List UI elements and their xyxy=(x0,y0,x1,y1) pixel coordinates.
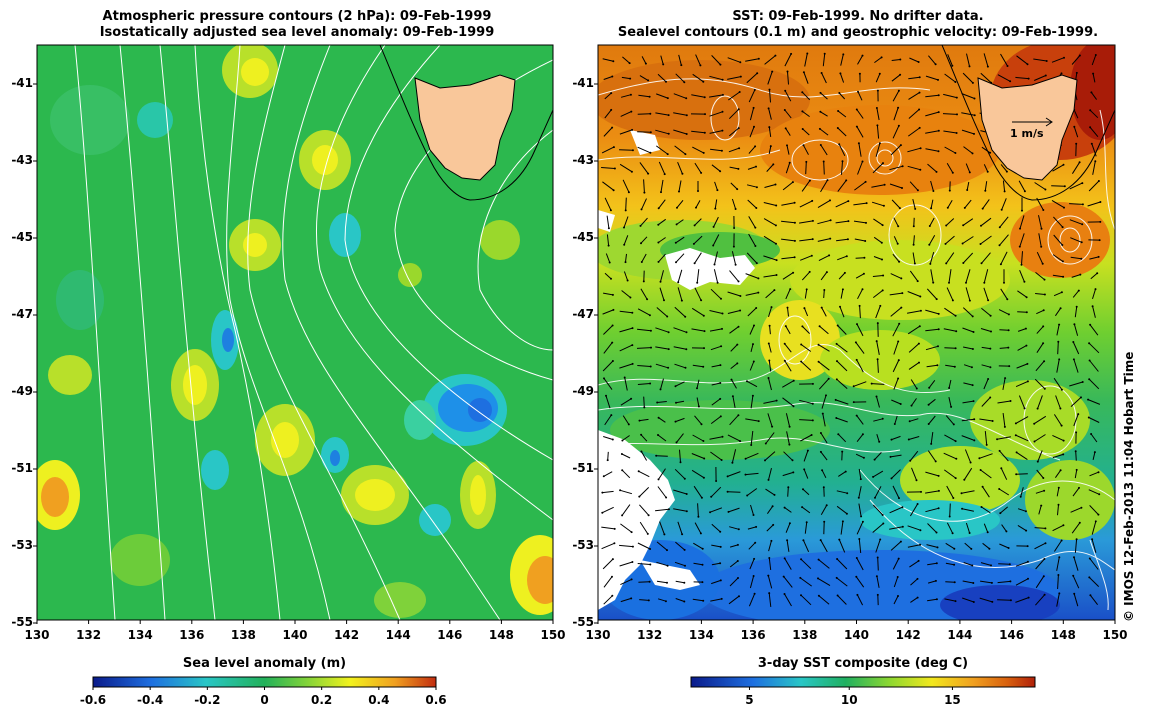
right-x-tick-label: 146 xyxy=(999,628,1025,642)
sst-colorbar-label: 3-day SST composite (deg C) xyxy=(757,656,969,671)
credit-text: © IMOS 12-Feb-2013 11:04 Hobart Time xyxy=(1122,351,1136,622)
left-map xyxy=(37,45,553,620)
left-y-tick-label: -45 xyxy=(11,230,33,244)
right-y-tick-label: -41 xyxy=(572,76,594,90)
right-x-tick-label: 148 xyxy=(1050,628,1076,642)
colorbar-tick-label: 0 xyxy=(260,693,269,707)
left-x-tick-label: 138 xyxy=(230,628,256,642)
sst-colorbar xyxy=(690,676,1036,688)
right-y-tick-label: -51 xyxy=(572,461,594,475)
colorbar-tick-label: -0.6 xyxy=(79,693,107,707)
sla-colorbar xyxy=(92,676,437,688)
velocity-scale-arrow xyxy=(1012,117,1053,127)
colorbar-tick-label: 0.6 xyxy=(425,693,447,707)
left-x-tick-label: 148 xyxy=(488,628,514,642)
left-x-tick-label: 136 xyxy=(179,628,205,642)
right-x-tick-label: 142 xyxy=(895,628,921,642)
colorbar-tick-label: 10 xyxy=(840,693,858,707)
velocity-arrows xyxy=(601,52,1102,607)
right-y-tick-label: -43 xyxy=(572,153,594,167)
right-title-line2: Sealevel contours (0.1 m) and geostrophi… xyxy=(617,25,1099,40)
cloud-mask xyxy=(598,130,755,610)
left-x-tick-label: 132 xyxy=(76,628,102,642)
left-x-tick-label: 130 xyxy=(24,628,50,642)
right-y-tick-label: -47 xyxy=(572,307,594,321)
colorbar-tick-label: -0.2 xyxy=(194,693,221,707)
colorbar-tick-label: -0.4 xyxy=(137,693,164,707)
left-x-tick-label: 144 xyxy=(385,628,411,642)
right-x-tick-label: 136 xyxy=(740,628,766,642)
right-x-tick-label: 132 xyxy=(637,628,663,642)
colorbar-tick-label: 5 xyxy=(745,693,754,707)
colorbar-tick-label: 15 xyxy=(944,693,961,707)
left-x-tick-label: 150 xyxy=(540,628,566,642)
left-x-tick-label: 142 xyxy=(334,628,360,642)
left-y-tick-label: -41 xyxy=(11,76,33,90)
right-x-tick-label: 138 xyxy=(792,628,818,642)
left-x-tick-label: 134 xyxy=(127,628,153,642)
left-y-tick-label: -49 xyxy=(11,384,33,398)
tasmania-right xyxy=(941,45,1115,201)
left-title-line1: Atmospheric pressure contours (2 hPa): 0… xyxy=(102,9,492,24)
left-x-tick-label: 140 xyxy=(282,628,308,642)
sla-anomaly-blobs xyxy=(37,45,553,618)
sealevel-contours xyxy=(598,78,1115,611)
right-x-tick-label: 144 xyxy=(947,628,973,642)
right-y-tick-label: -49 xyxy=(572,384,594,398)
right-x-tick-label: 134 xyxy=(688,628,714,642)
right-x-tick-label: 140 xyxy=(843,628,870,642)
colorbar-tick-label: 0.4 xyxy=(368,693,390,707)
colorbar-tick-label: 0.2 xyxy=(311,693,333,707)
tasmania-left xyxy=(379,45,553,201)
right-title-line1: SST: 09-Feb-1999. No drifter data. xyxy=(732,9,984,24)
tick-marks xyxy=(33,83,1116,690)
left-y-tick-label: -51 xyxy=(11,461,33,475)
right-y-tick-label: -45 xyxy=(572,230,594,244)
left-y-tick-label: -43 xyxy=(11,153,33,167)
right-map: 1 m/s xyxy=(598,45,1115,620)
left-x-tick-label: 146 xyxy=(437,628,463,642)
left-y-tick-label: -55 xyxy=(11,615,33,629)
left-y-tick-label: -47 xyxy=(11,307,33,321)
right-y-tick-label: -53 xyxy=(572,538,594,552)
pressure-contours xyxy=(74,45,553,620)
right-x-tick-label: 130 xyxy=(585,628,611,642)
right-x-tick-label: 150 xyxy=(1102,628,1128,642)
left-title-line2: Isostatically adjusted sea level anomaly… xyxy=(99,25,495,40)
velocity-scale-label: 1 m/s xyxy=(1010,127,1044,140)
right-y-tick-label: -55 xyxy=(572,615,594,629)
left-y-tick-label: -53 xyxy=(11,538,33,552)
sla-colorbar-label: Sea level anomaly (m) xyxy=(182,656,347,671)
